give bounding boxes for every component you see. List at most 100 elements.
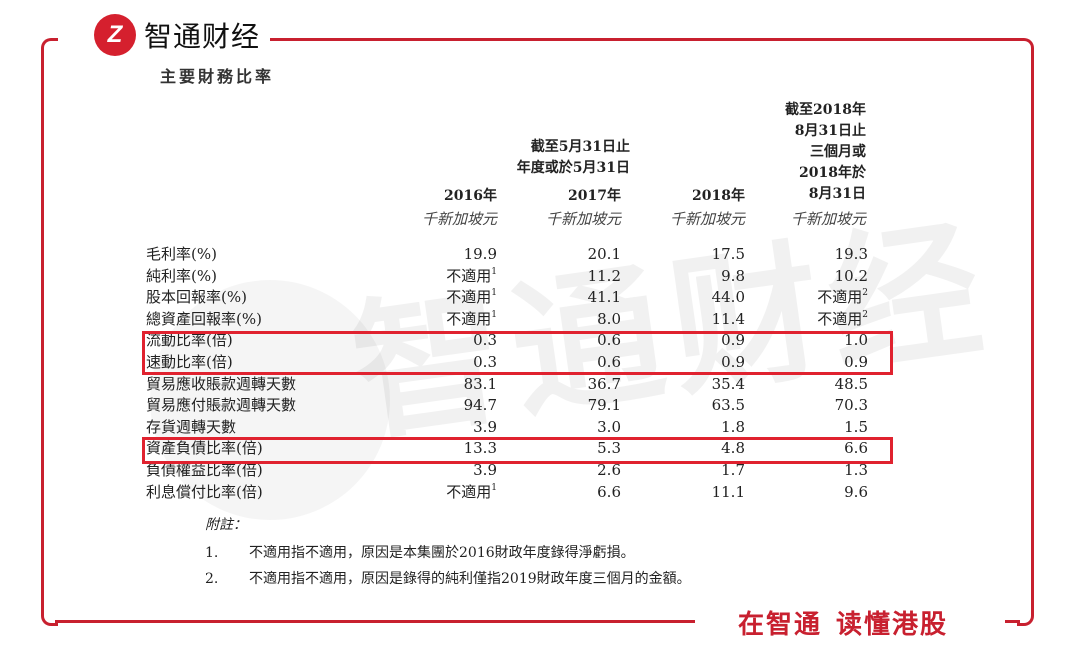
row-label: 總資產回報率(%) [146, 309, 262, 328]
value-text: 0.9 [721, 353, 745, 371]
value-text: 不適用 [446, 309, 492, 328]
group-header: 截至5月31日止 年度或於5月31日 [517, 137, 630, 179]
value-text: 13.3 [463, 439, 497, 458]
watermark-circle [150, 280, 390, 520]
value-text: 63.5 [711, 396, 745, 415]
row-label: 利息償付比率(倍) [146, 482, 263, 501]
value-text: 48.5 [834, 374, 868, 393]
table-row: 資產負債比率(倍) 13.3 5.3 4.8 6.6 [146, 438, 868, 460]
table-row: 存貨週轉天數 3.9 3.0 1.8 1.5 [146, 417, 868, 439]
cell-value: 不適用1 [446, 266, 497, 288]
cell-value: 0.3 [473, 330, 497, 352]
cell-value: 1.7 [721, 460, 745, 482]
value-text: 10.2 [834, 266, 868, 285]
cell-value: 4.8 [721, 438, 745, 460]
note-item: 2. 不適用指不適用，原因是錄得的純利僅指2019財政年度三個月的金額。 [205, 568, 691, 588]
value-text: 36.7 [587, 374, 621, 393]
row-label: 流動比率(倍) [146, 331, 233, 350]
value-text: 不適用 [446, 288, 492, 307]
cell-value: 11.4 [712, 309, 745, 331]
note-item: 1. 不適用指不適用，原因是本集團於2016財政年度錄得淨虧損。 [205, 542, 635, 562]
value-text: 不適用 [817, 288, 863, 307]
value-text: 20.1 [587, 245, 621, 263]
cell-value: 不適用1 [446, 482, 497, 504]
table-row: 流動比率(倍) 0.3 0.6 0.9 1.0 [146, 330, 868, 352]
cell-value: 13.3 [464, 438, 497, 460]
table-row: 速動比率(倍) 0.3 0.6 0.9 0.9 [146, 352, 868, 374]
cell-value: 11.1 [712, 482, 745, 504]
frame-bottom-line [55, 620, 695, 623]
period-header-2018-aug: 截至2018年 8月31日止 三個月或 2018年於 8月31日 [785, 100, 866, 205]
value-text: 不適用 [446, 266, 492, 285]
value-text: 6.6 [844, 439, 868, 458]
value-text: 44.0 [711, 288, 745, 307]
value-text: 0.6 [597, 331, 621, 350]
frame-top-line [270, 38, 1020, 41]
cell-value: 35.4 [712, 374, 745, 396]
value-text: 1.5 [844, 417, 868, 436]
value-text: 9.8 [721, 266, 745, 285]
value-text: 1.0 [844, 331, 868, 350]
row-label: 負債權益比率(倍) [146, 461, 263, 479]
unit-label: 千新加坡元 [421, 210, 497, 228]
value-text: 4.8 [721, 439, 745, 458]
cell-value: 83.1 [464, 374, 497, 396]
cell-value: 1.8 [721, 417, 745, 439]
footnote-ref: 1 [491, 482, 497, 493]
unit-label: 千新加坡元 [545, 210, 621, 228]
cell-value: 0.3 [473, 352, 497, 374]
notes-heading: 附註： [205, 517, 247, 533]
cell-value: 63.5 [712, 395, 745, 417]
value-text: 6.6 [597, 482, 621, 501]
frame-right [1017, 38, 1034, 626]
value-text: 94.7 [463, 396, 497, 415]
cell-value: 9.8 [721, 266, 745, 288]
cell-value: 2.6 [597, 460, 621, 482]
cell-value: 79.1 [588, 395, 621, 417]
cell-value: 20.1 [588, 244, 621, 266]
value-text: 11.4 [711, 309, 745, 328]
row-label: 貿易應付賬款週轉天數 [146, 396, 297, 415]
year-header-2016: 2016年 [444, 188, 497, 204]
cell-value: 3.9 [473, 417, 497, 439]
value-text: 19.9 [463, 245, 497, 263]
value-text: 不適用 [446, 482, 492, 501]
cell-value: 不適用1 [446, 287, 497, 309]
table-row: 貿易應付賬款週轉天數 94.7 79.1 63.5 70.3 [146, 395, 868, 417]
table-row: 股本回報率(%) 不適用1 41.1 44.0 不適用2 [146, 287, 868, 309]
value-text: 8.0 [597, 309, 621, 328]
highlight-box-leverage [142, 437, 893, 464]
note-text: 不適用指不適用，原因是本集團於2016財政年度錄得淨虧損。 [249, 545, 635, 561]
value-text: 0.9 [721, 331, 745, 350]
value-text: 1.8 [721, 417, 745, 436]
row-label: 毛利率(%) [146, 245, 217, 263]
brand-logo: Z 智通财经 [88, 14, 267, 56]
value-text: 11.2 [587, 266, 621, 285]
cell-value: 36.7 [588, 374, 621, 396]
footnote-ref: 1 [491, 288, 497, 299]
cell-value: 19.3 [835, 244, 868, 266]
cell-value: 3.9 [473, 460, 497, 482]
value-text: 1.7 [721, 461, 745, 479]
period-header-line: 三個月或 [810, 144, 866, 160]
slogan-part: 在智通 [738, 610, 823, 640]
cell-value: 0.9 [844, 352, 868, 374]
value-text: 3.9 [473, 417, 497, 436]
row-label: 資產負債比率(倍) [146, 439, 263, 458]
value-text: 0.3 [473, 331, 497, 350]
cell-value: 不適用2 [817, 287, 868, 309]
page-title: 主要財務比率 [160, 67, 275, 86]
cell-value: 10.2 [835, 266, 868, 288]
year-header-2017: 2017年 [568, 188, 621, 204]
slogan-part: 读懂港股 [836, 610, 949, 640]
note-number: 2. [205, 571, 219, 587]
cell-value: 1.3 [844, 460, 868, 482]
value-text: 0.6 [597, 353, 621, 371]
footnote-ref: 2 [862, 309, 868, 320]
value-text: 2.6 [597, 461, 621, 479]
cell-value: 3.0 [597, 417, 621, 439]
note-number: 1. [205, 545, 219, 561]
period-header-line: 2018年於 [799, 165, 866, 181]
cell-value: 48.5 [835, 374, 868, 396]
cell-value: 1.5 [844, 417, 868, 439]
